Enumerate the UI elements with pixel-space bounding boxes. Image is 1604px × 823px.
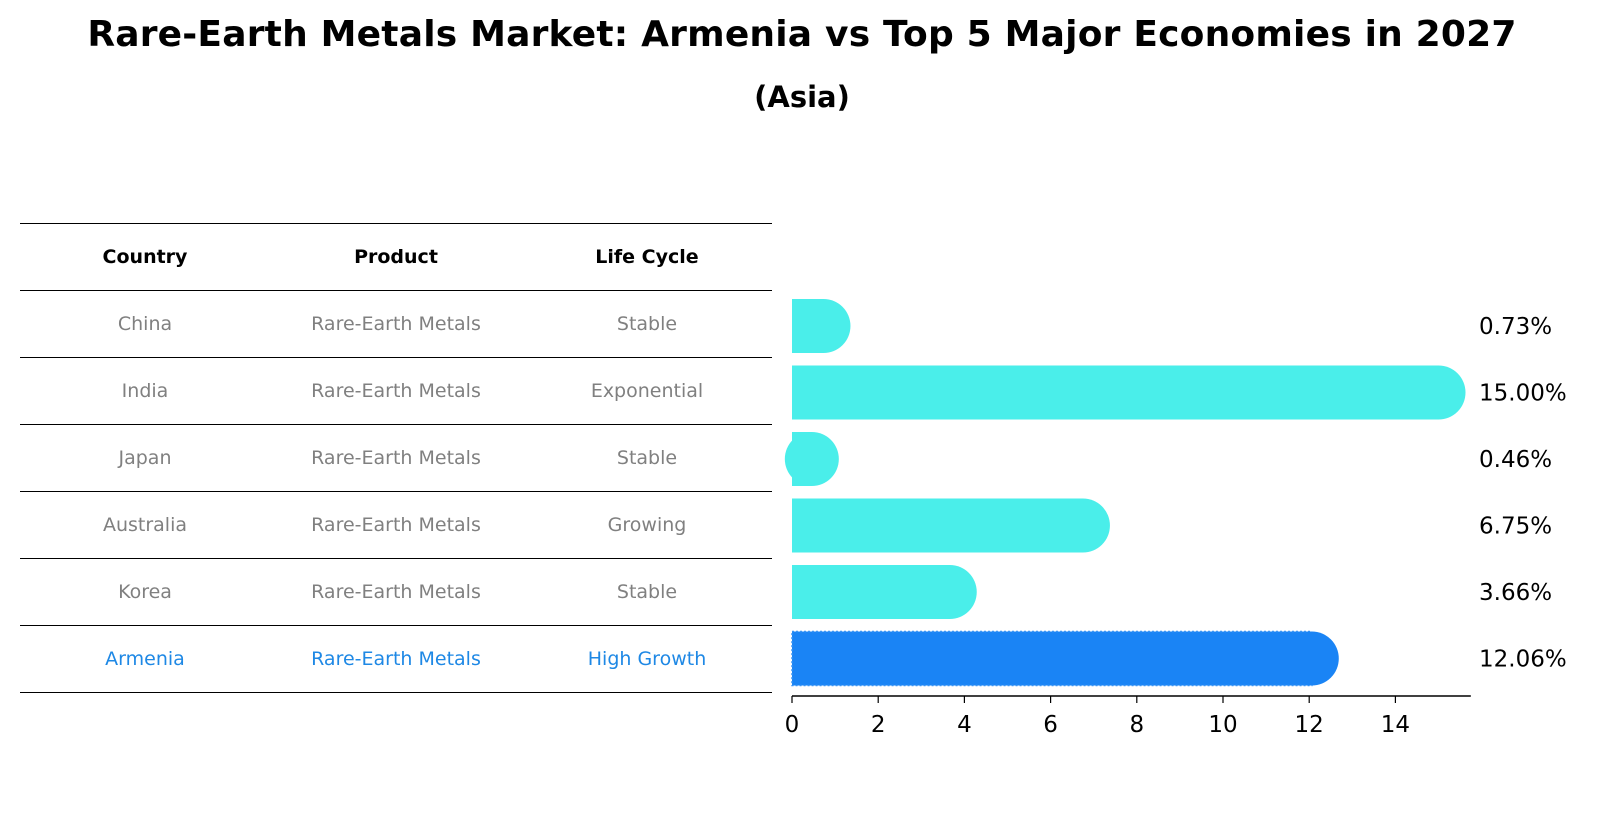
cell-life-cycle: Stable — [616, 313, 678, 335]
bar-body — [791, 630, 1313, 687]
table-row: China Rare-Earth Metals Stable — [20, 290, 772, 357]
bar-china — [792, 299, 851, 353]
cell-country: Korea — [118, 581, 172, 603]
x-tick-label: 12 — [1295, 712, 1324, 738]
table-row: Korea Rare-Earth Metals Stable — [20, 558, 772, 625]
bar-body — [792, 365, 1439, 420]
bar-cap — [1411, 365, 1466, 420]
cell-product: Rare-Earth Metals — [311, 447, 481, 469]
chart-title: Rare-Earth Metals Market: Armenia vs Top… — [87, 14, 1517, 55]
x-tick-label: 4 — [957, 712, 972, 738]
table-row: Australia Rare-Earth Metals Growing — [20, 491, 772, 558]
chart-subtitle: (Asia) — [754, 80, 850, 114]
cell-product: Rare-Earth Metals — [311, 581, 481, 603]
bar-cap — [784, 432, 839, 486]
bar-cap — [1284, 631, 1339, 686]
value-label: 3.66% — [1479, 580, 1552, 606]
header-product: Product — [354, 246, 438, 268]
cell-life-cycle: Growing — [607, 514, 687, 536]
value-label: 0.73% — [1479, 314, 1552, 340]
bar-body — [792, 498, 1083, 553]
value-label: 0.46% — [1479, 447, 1552, 473]
bar-cap — [1055, 498, 1110, 553]
cell-life-cycle: Stable — [616, 447, 678, 469]
x-tick-label: 8 — [1129, 712, 1144, 738]
bar-korea — [792, 565, 977, 619]
cell-product: Rare-Earth Metals — [311, 648, 481, 670]
x-tick-label: 2 — [871, 712, 886, 738]
cell-life-cycle: High Growth — [587, 648, 707, 670]
x-tick-label: 10 — [1208, 712, 1237, 738]
cell-product: Rare-Earth Metals — [311, 514, 481, 536]
bar-australia — [792, 498, 1110, 553]
data-table: Country Product Life Cycle China Rare-Ea… — [20, 223, 772, 693]
header-life-cycle: Life Cycle — [595, 246, 699, 268]
cell-country: China — [117, 313, 173, 335]
x-tick-label: 14 — [1381, 712, 1410, 738]
cell-life-cycle: Stable — [616, 581, 678, 603]
cell-product: Rare-Earth Metals — [311, 313, 481, 335]
cell-country: Japan — [118, 447, 172, 469]
x-tick-label: 6 — [1043, 712, 1058, 738]
value-label: 15.00% — [1479, 381, 1567, 407]
bar-armenia — [791, 630, 1339, 687]
cell-product: Rare-Earth Metals — [311, 380, 481, 402]
cell-country: Australia — [102, 514, 188, 536]
bar-japan — [784, 432, 839, 486]
bar-cap — [796, 299, 851, 353]
bar-india — [792, 365, 1466, 420]
table-row: India Rare-Earth Metals Exponential — [20, 357, 772, 424]
header-country: Country — [102, 246, 188, 268]
value-label: 6.75% — [1479, 514, 1552, 540]
table-row-highlight: Armenia Rare-Earth Metals High Growth — [20, 625, 772, 693]
table-row: Japan Rare-Earth Metals Stable — [20, 424, 772, 491]
value-label: 12.06% — [1479, 647, 1567, 673]
cell-country: Armenia — [105, 648, 185, 670]
table-header-row: Country Product Life Cycle — [20, 223, 772, 290]
x-tick-label: 0 — [785, 712, 800, 738]
bar-cap — [922, 565, 977, 619]
cell-life-cycle: Exponential — [590, 380, 704, 402]
cell-country: India — [121, 380, 169, 402]
